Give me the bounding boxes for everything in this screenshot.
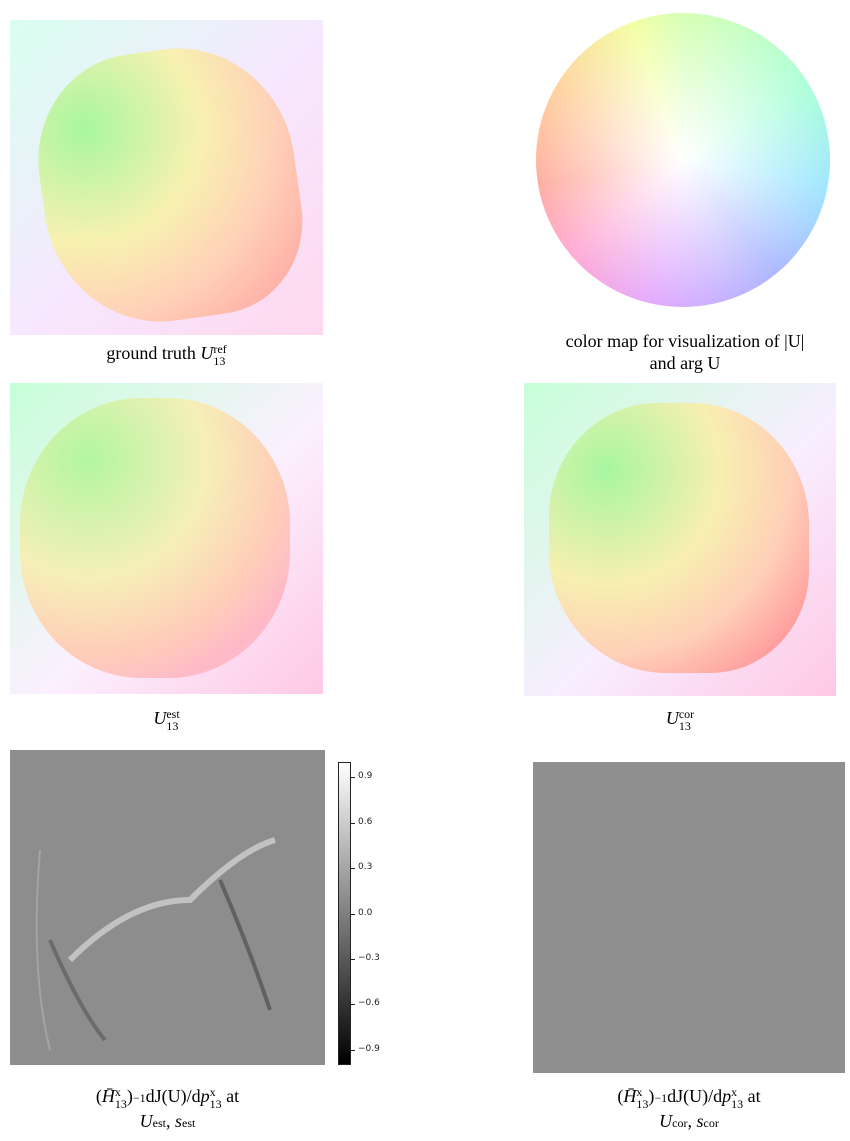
caption-line: color map for visualization of |U| [520,330,850,352]
tick-mark [351,1004,355,1005]
math-symbol: −1 [654,1085,667,1107]
page: (() => { const data = JSON.parse(documen… [0,0,850,1141]
math-base: H̄ [623,1086,636,1106]
caption-text: dJ(U)/d [146,1086,201,1106]
tick-label: 0.3 [358,862,372,872]
math-base: s [175,1111,182,1131]
colorbar [338,762,351,1065]
caption-text: , [166,1111,175,1131]
estimate-image [10,383,323,694]
math-base: H̄ [102,1086,115,1106]
math-symbol: −1 [133,1085,146,1107]
tick-label: −0.3 [358,953,380,963]
tick-label: 0.0 [358,908,372,918]
tick-mark [351,1050,355,1051]
gradient-corrected-image [533,762,845,1073]
caption-text: , [687,1111,696,1131]
math-base: U [200,343,213,363]
math-base: p [722,1086,731,1106]
superscript: est [153,1117,166,1129]
tick-label: 0.9 [358,771,372,781]
math-base: U [140,1111,153,1131]
tick-mark [351,823,355,824]
color-wheel [536,13,830,307]
subscript: 13 [679,720,694,732]
corrected-image [524,383,836,696]
subscript: 13 [731,1098,743,1110]
caption-text: and arg U [650,353,721,373]
tick-label: −0.6 [358,998,380,1008]
math-base: p [201,1086,210,1106]
subscript: 13 [166,720,179,732]
math-base: U [659,1111,672,1131]
subscript: 13 [210,1098,222,1110]
tick-mark [351,777,355,778]
superscript: cor [672,1117,687,1129]
caption-text: color map for visualization of |U| [566,331,805,351]
superscript: −1 [654,1092,667,1104]
tick-mark [351,868,355,869]
superscript: cor [704,1117,719,1129]
superscript: −1 [133,1092,146,1104]
math-base: U [153,708,166,728]
math-base: s [696,1111,703,1131]
tick-label: −0.9 [358,1044,380,1054]
gradient-estimate-image [10,750,325,1065]
caption-text: ground truth [106,343,200,363]
subscript: 13 [636,1098,648,1110]
blob [24,34,314,335]
subscript: 13 [115,1098,127,1110]
tick-mark [351,914,355,915]
ground-truth-image [10,20,323,335]
caption-line: and arg U [520,352,850,374]
math-base: U [666,708,679,728]
caption: color map for visualization of |U|and ar… [520,330,850,374]
tick-mark [351,959,355,960]
caption-text: dJ(U)/d [667,1086,722,1106]
caption-text: at [743,1086,761,1106]
caption-text: at [222,1086,240,1106]
streaks [10,750,325,1065]
superscript: est [182,1117,195,1129]
tick-label: 0.6 [358,817,372,827]
subscript: 13 [213,355,226,367]
